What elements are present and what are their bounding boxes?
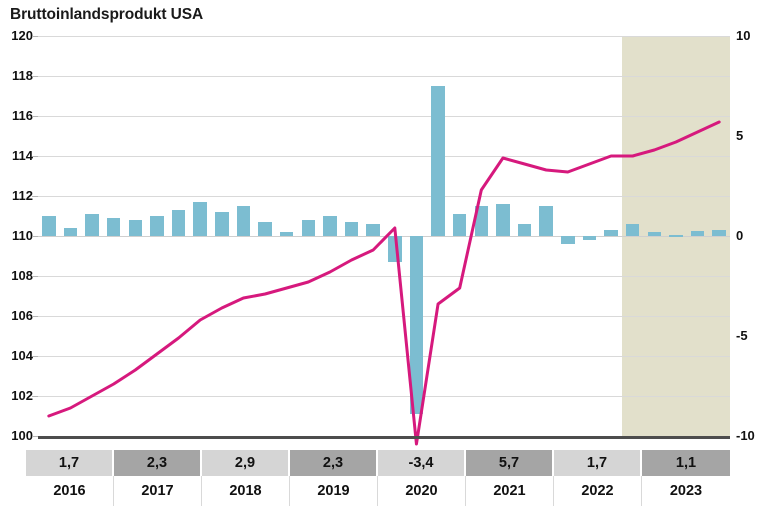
- bar: [712, 230, 726, 236]
- bar: [452, 214, 467, 236]
- annual-column: 2,3 2017: [114, 450, 202, 506]
- bar: [669, 235, 683, 237]
- annual-column: 1,7 2016: [26, 450, 114, 506]
- y-axis-left-tick: 108: [11, 268, 33, 283]
- y-axis-left-tick: 118: [12, 68, 33, 83]
- bar: [85, 214, 99, 236]
- gridline: [38, 316, 730, 317]
- bar: [150, 216, 164, 236]
- bar: [517, 224, 532, 236]
- annual-growth-value: 2,3: [290, 450, 378, 476]
- index-line: [47, 120, 721, 446]
- y-axis-left-tickmark: [32, 36, 38, 37]
- bar: [496, 204, 510, 236]
- annual-column: -3,4 2020: [378, 450, 466, 506]
- gridline: [38, 356, 730, 357]
- y-axis-left-tick: 110: [12, 228, 33, 243]
- year-label: 2022: [554, 476, 642, 506]
- y-axis-left-tickmark: [32, 276, 38, 277]
- x-axis-rule: [38, 436, 730, 439]
- bar: [106, 218, 121, 236]
- gridline: [38, 236, 730, 237]
- bar: [301, 220, 315, 236]
- annual-growth-value: 2,9: [202, 450, 290, 476]
- bar: [604, 230, 618, 236]
- y-axis-left-tickmark: [32, 236, 38, 237]
- annual-column: 2,9 2018: [202, 450, 290, 506]
- y-axis-left-tickmark: [32, 196, 38, 197]
- annual-growth-value: 1,7: [554, 450, 642, 476]
- y-axis-left-tickmark: [32, 116, 38, 117]
- gridline: [38, 276, 730, 277]
- bar: [561, 236, 575, 244]
- gridline: [38, 196, 730, 197]
- bar: [625, 224, 640, 236]
- y-axis-left-tick: 116: [12, 108, 33, 123]
- y-axis-left-tickmark: [32, 76, 38, 77]
- y-axis-right-tick: 10: [736, 28, 751, 43]
- annual-column: 1,1 2023: [642, 450, 730, 506]
- bar: [215, 212, 229, 236]
- y-axis-left-tickmark: [32, 356, 38, 357]
- bar: [409, 236, 424, 414]
- y-axis-left-tickmark: [32, 156, 38, 157]
- year-label: 2017: [114, 476, 202, 506]
- gridline: [38, 116, 730, 117]
- y-axis-left-tick: 102: [11, 388, 33, 403]
- y-axis-left-tick: 104: [11, 348, 33, 363]
- annual-growth-value: -3,4: [378, 450, 466, 476]
- annual-column: 5,7 2021: [466, 450, 554, 506]
- bar: [63, 228, 78, 236]
- y-axis-left-tick: 112: [12, 188, 33, 203]
- bar: [647, 232, 661, 236]
- y-axis-right-tick: -5: [736, 328, 748, 343]
- y-axis-left-tick: 114: [12, 148, 33, 163]
- year-label: 2021: [466, 476, 554, 506]
- annual-growth-value: 5,7: [466, 450, 554, 476]
- y-axis-right-tick: -10: [736, 428, 755, 443]
- year-label: 2018: [202, 476, 290, 506]
- bar: [279, 232, 294, 236]
- year-label: 2020: [378, 476, 466, 506]
- y-axis-left-tickmark: [32, 436, 38, 437]
- y-axis-left-tick: 100: [11, 428, 33, 443]
- y-axis-left-tick: 120: [11, 28, 33, 43]
- y-axis-left-tickmark: [32, 316, 38, 317]
- annual-column: 2,3 2019: [290, 450, 378, 506]
- annual-column: 1,7 2022: [554, 450, 642, 506]
- bar: [582, 236, 597, 240]
- bar: [344, 222, 359, 236]
- gridline: [38, 36, 730, 37]
- bar: [236, 206, 251, 236]
- annual-growth-value: 1,7: [26, 450, 114, 476]
- bar: [474, 206, 488, 236]
- line-series: [47, 120, 721, 446]
- gridline: [38, 156, 730, 157]
- annual-growth-value: 2,3: [114, 450, 202, 476]
- bar: [690, 231, 705, 236]
- bar: [258, 222, 272, 236]
- year-label: 2023: [642, 476, 730, 506]
- bar: [42, 216, 56, 236]
- bar: [366, 224, 380, 236]
- y-axis-right-tick: 5: [736, 128, 744, 143]
- year-label: 2016: [26, 476, 114, 506]
- bar: [431, 86, 445, 236]
- bar: [171, 210, 186, 236]
- page-title: Bruttoinlandsprodukt USA: [10, 6, 204, 23]
- bar: [323, 216, 337, 236]
- y-axis-right-tick: 0: [736, 228, 744, 243]
- bar: [193, 202, 207, 236]
- gridline: [38, 396, 730, 397]
- year-label: 2019: [290, 476, 378, 506]
- y-axis-left-tickmark: [32, 396, 38, 397]
- y-axis-left-tick: 106: [11, 308, 33, 323]
- annual-growth-value: 1,1: [642, 450, 730, 476]
- gridline: [38, 76, 730, 77]
- bar: [539, 206, 553, 236]
- annual-values-table: 1,7 2016 2,3 2017 2,9 2018 2,3 2019 -3,4 2020 5,7 2…: [26, 450, 730, 506]
- plot-area: [38, 36, 730, 446]
- bar: [128, 220, 142, 236]
